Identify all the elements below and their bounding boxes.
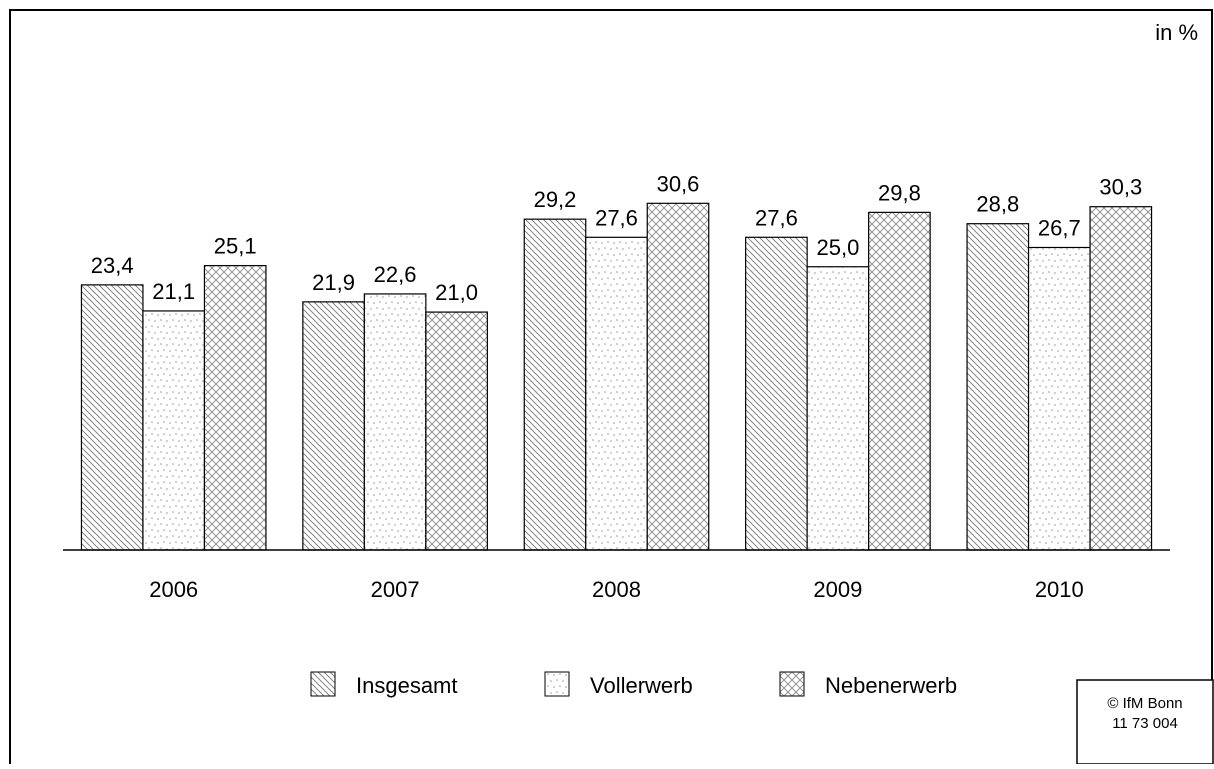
x-tick-label: 2008 [592,577,641,602]
value-label: 26,7 [1038,215,1081,240]
bar [302,301,365,551]
bar [203,265,267,551]
bar [745,236,808,551]
legend-label: Vollerwerb [590,673,693,698]
value-label: 22,6 [374,262,417,287]
value-label: 21,1 [152,279,195,304]
value-label: 23,4 [91,253,134,278]
value-label: 27,6 [755,205,798,230]
value-label: 27,6 [595,205,638,230]
value-label: 29,2 [534,187,577,212]
x-tick-label: 2010 [1035,577,1084,602]
bar [142,310,206,551]
value-label: 25,1 [214,234,257,259]
x-tick-label: 2007 [371,577,420,602]
value-label: 29,8 [878,180,921,205]
bar [966,223,1030,551]
legend-swatch [544,671,570,697]
value-label: 21,9 [312,270,355,295]
frame [9,9,1213,764]
bar [646,202,710,551]
legend-swatch [779,671,805,697]
bar [806,266,870,551]
source-text: © IfM Bonn [1107,695,1182,712]
bar [425,311,488,551]
value-label: 30,6 [657,171,700,196]
x-tick-label: 2006 [149,577,198,602]
bar [363,293,427,551]
bar [80,284,144,551]
source-text: 11 73 004 [1112,715,1178,732]
bar [868,211,931,551]
bar [585,236,648,551]
x-tick-label: 2009 [813,577,862,602]
bar [1027,246,1091,551]
value-label: 28,8 [976,192,1019,217]
legend-label: Insgesamt [356,673,458,698]
value-label: 25,0 [816,235,859,260]
legend-label: Nebenerwerb [825,673,957,698]
value-label: 21,0 [435,280,478,305]
legend-swatch [310,671,336,697]
unit-label: in % [1155,20,1198,45]
bar [1089,206,1153,551]
bar [523,218,587,551]
value-label: 30,3 [1099,175,1142,200]
